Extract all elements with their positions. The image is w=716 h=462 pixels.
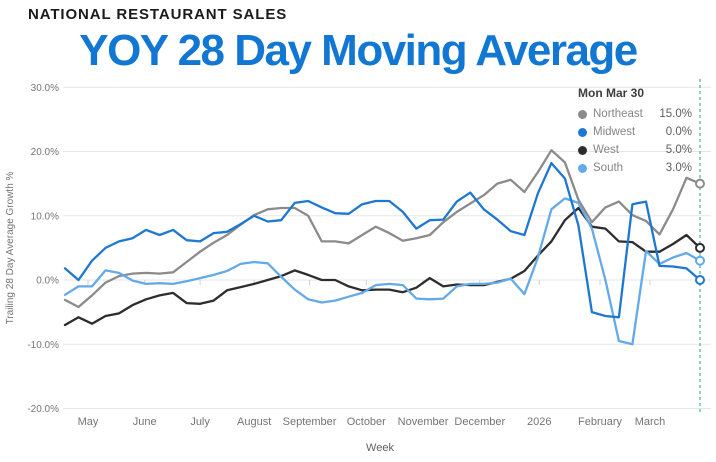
series-line-midwest <box>63 161 702 319</box>
legend-value: 3.0% <box>665 162 692 174</box>
x-tick-label: September <box>283 416 337 428</box>
legend-value: 5.0% <box>665 144 692 156</box>
y-tick-label: -20.0% <box>27 404 59 415</box>
endpoint-marker-northeast[interactable] <box>694 178 705 189</box>
northeast-series-dot-icon <box>578 109 587 119</box>
x-tick-label: July <box>190 416 210 428</box>
y-tick-label: 20.0% <box>31 147 59 158</box>
y-tick-label: 10.0% <box>31 211 59 222</box>
x-tick-label: August <box>237 416 271 428</box>
x-tick-label: 2026 <box>527 416 551 428</box>
legend-value: 15.0% <box>659 108 692 120</box>
legend-row-northeast: Northeast 15.0% <box>578 105 692 123</box>
y-tick-label: 0.0% <box>36 276 59 287</box>
legend-value: 0.0% <box>665 126 692 138</box>
y-axis-title: Trailing 28 Day Average Growth % <box>5 171 16 324</box>
legend-row-west: West 5.0% <box>578 141 692 159</box>
south-series-dot-icon <box>578 163 587 173</box>
x-tick-label: March <box>635 416 666 428</box>
y-tick-label: -10.0% <box>27 340 59 351</box>
legend-label: South <box>593 162 624 174</box>
page-title: YOY 28 Day Moving Average <box>79 26 638 75</box>
x-tick-label: February <box>578 416 623 428</box>
endpoint-marker-west[interactable] <box>694 242 705 253</box>
y-tick-label: 30.0% <box>31 83 59 94</box>
x-tick-label: June <box>133 416 157 428</box>
legend-row-south: South 3.0% <box>578 159 692 177</box>
legend-row-midwest: Midwest 0.0% <box>578 123 692 141</box>
legend-label: Midwest <box>593 126 636 138</box>
x-tick-label: May <box>78 416 99 428</box>
series-line-west <box>63 206 702 327</box>
legend-label: Northeast <box>593 108 643 120</box>
report-brand-label: NATIONAL RESTAURANT SALES <box>28 6 288 23</box>
x-tick-label: October <box>347 416 386 428</box>
tooltip-date-label: Mon Mar 30 <box>578 86 645 100</box>
x-tick-label: November <box>398 416 449 428</box>
endpoint-marker-midwest[interactable] <box>694 275 705 285</box>
x-axis-title: Week <box>366 442 394 454</box>
hover-tooltip-legend: Mon Mar 30 Northeast 15.0% Midwest 0.0% … <box>564 86 692 177</box>
x-tick-label: December <box>454 416 505 428</box>
series-line-northeast <box>63 149 702 309</box>
midwest-series-dot-icon <box>578 127 587 137</box>
endpoint-marker-south[interactable] <box>694 255 705 266</box>
west-series-dot-icon <box>578 145 587 155</box>
legend-label: West <box>593 144 619 156</box>
series-line-south <box>63 197 702 346</box>
